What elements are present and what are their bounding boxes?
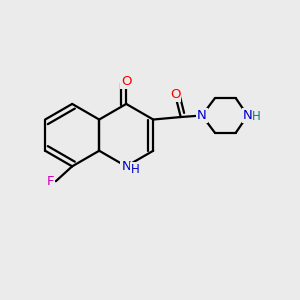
Text: N: N bbox=[121, 160, 131, 173]
Text: O: O bbox=[121, 75, 131, 88]
Text: F: F bbox=[47, 175, 54, 188]
Text: N: N bbox=[197, 109, 207, 122]
Text: H: H bbox=[252, 110, 261, 124]
Text: N: N bbox=[243, 109, 253, 122]
Text: O: O bbox=[170, 88, 180, 101]
Text: H: H bbox=[131, 163, 140, 176]
